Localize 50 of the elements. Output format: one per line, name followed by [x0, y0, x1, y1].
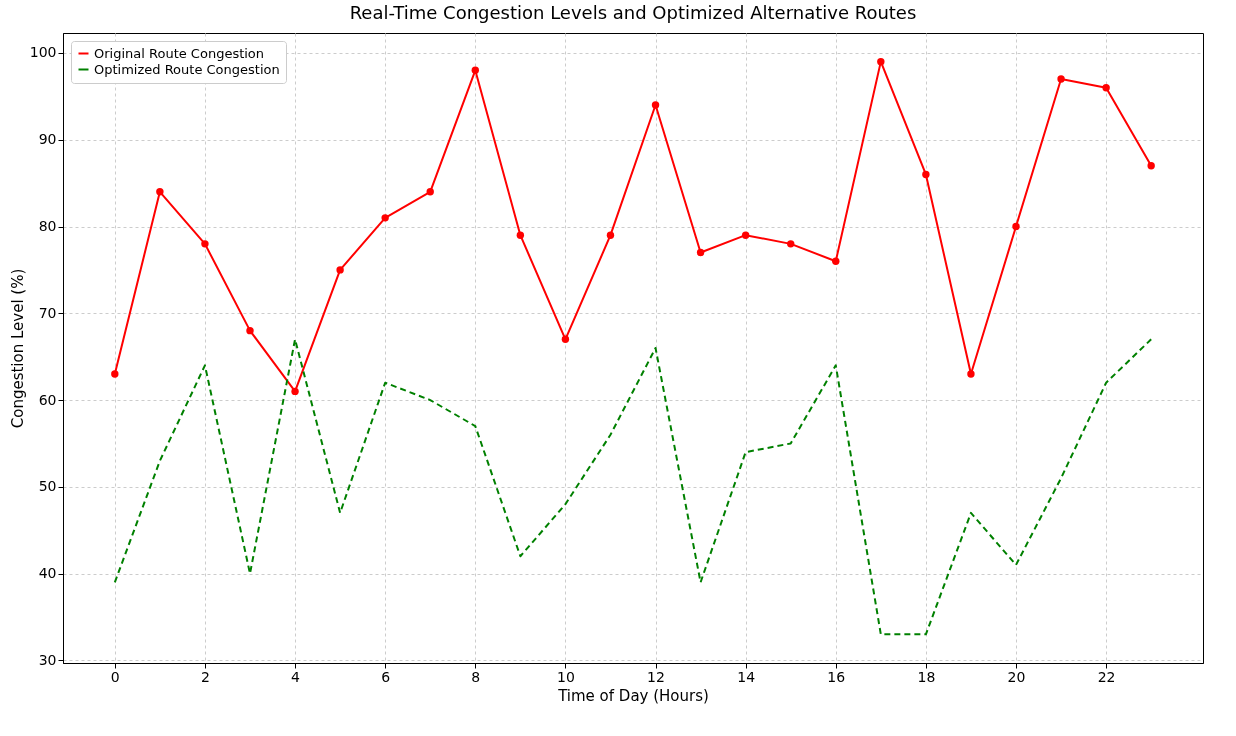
x-tick-label: 4	[291, 668, 301, 685]
x-tick-label: 2	[200, 668, 210, 685]
point	[111, 370, 119, 378]
chart-title: Real-Time Congestion Levels and Optimized Alternative Routes	[349, 2, 917, 23]
point	[426, 188, 434, 196]
point	[832, 257, 840, 265]
x-tick-label: 20	[1007, 668, 1026, 685]
point	[201, 240, 209, 248]
point	[922, 170, 930, 179]
point	[787, 240, 795, 248]
point	[156, 188, 164, 196]
point	[967, 370, 975, 378]
point	[516, 231, 525, 239]
point	[877, 57, 885, 66]
x-tick-label: 18	[917, 668, 936, 685]
point	[1147, 162, 1155, 170]
y-tick-label: 40	[38, 565, 57, 582]
point	[606, 231, 615, 239]
x-axis-title: Time of Day (Hours)	[557, 686, 709, 705]
line-series	[113, 338, 1153, 636]
y-tick-label: 60	[38, 391, 57, 408]
y-tick-label: 50	[38, 478, 57, 495]
legend-label: Original Route Congestion	[94, 45, 265, 61]
point	[1057, 75, 1065, 83]
legend-label: Optimized Route Congestion	[94, 61, 280, 77]
x-tick-label: 10	[557, 668, 575, 685]
point	[471, 66, 479, 75]
point	[1102, 83, 1110, 92]
point	[246, 326, 254, 335]
x-tick-label: 14	[737, 668, 756, 685]
x-tick-label: 16	[827, 668, 846, 685]
point	[651, 101, 660, 109]
point	[381, 214, 389, 222]
x-tick-label: 22	[1097, 668, 1116, 685]
point	[561, 335, 570, 344]
y-tick-label: 30	[38, 651, 57, 668]
y-tick-label: 70	[38, 304, 57, 321]
x-tick-label: 6	[381, 668, 391, 685]
point	[696, 248, 705, 257]
y-axis-title: Congestion Level (%)	[8, 268, 27, 429]
x-tick-label: 0	[110, 668, 120, 685]
point	[291, 387, 299, 396]
y-tick-label: 100	[29, 44, 57, 61]
point	[336, 266, 344, 274]
x-tick-label: 8	[471, 668, 481, 685]
y-tick-label: 80	[38, 218, 57, 235]
point	[1012, 222, 1020, 231]
point	[741, 231, 750, 239]
x-tick-label: 12	[647, 668, 665, 685]
y-tick-label: 90	[38, 131, 57, 148]
